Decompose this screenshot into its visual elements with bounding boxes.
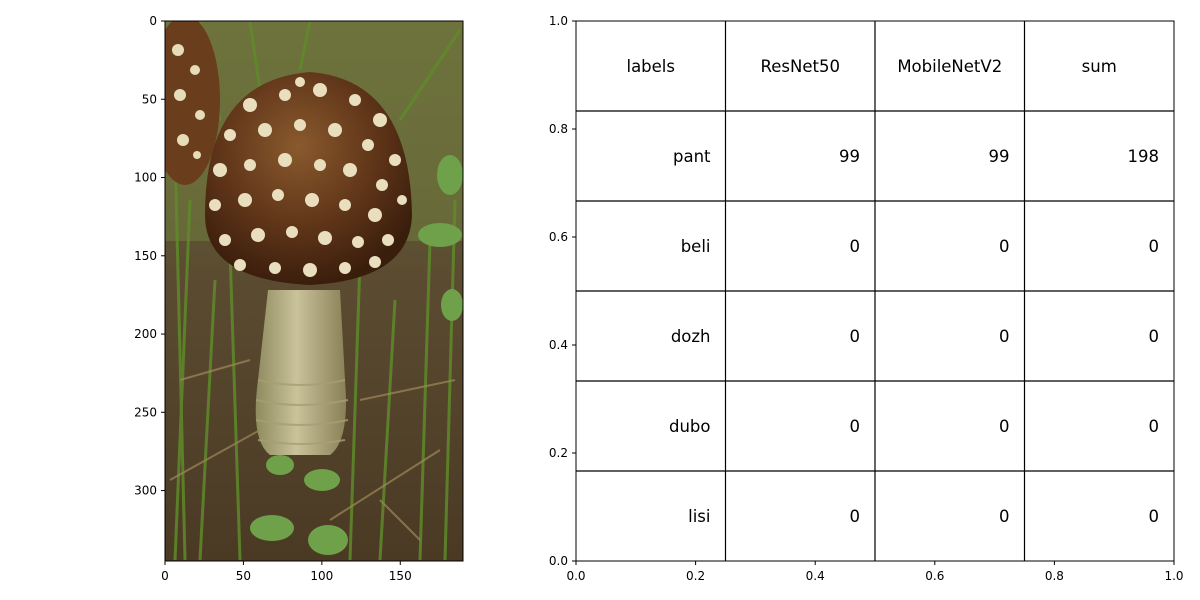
table-cell: 198 (1128, 147, 1160, 166)
table-cell: 0 (1149, 507, 1160, 526)
table-x-tick-label: 0.4 (806, 569, 825, 583)
table-y-tick-label: 0.2 (549, 446, 568, 460)
table-header-cell: labels (626, 57, 675, 76)
table-grid (576, 21, 1174, 561)
table-header-cell: ResNet50 (761, 57, 840, 76)
mushroom-photo (165, 21, 463, 561)
table-x-ticks: 0.0 0.2 0.4 0.6 0.8 1.0 (566, 561, 1184, 583)
table-x-tick-label: 0.2 (686, 569, 705, 583)
table-cell: 99 (989, 147, 1010, 166)
table-y-tick-label: 0.8 (549, 122, 568, 136)
table-cell: 0 (999, 507, 1010, 526)
table-row-label: beli (681, 237, 711, 256)
table-x-tick-label: 0.6 (925, 569, 944, 583)
image-axes-frame (164, 20, 464, 562)
image-y-tick-label: 100 (134, 171, 157, 185)
table-x-tick-label: 0.8 (1045, 569, 1064, 583)
table-header-cell: MobileNetV2 (897, 57, 1002, 76)
table-y-tick-label: 1.0 (549, 14, 568, 28)
image-x-ticks: 0 50 100 150 (161, 561, 412, 583)
table-cell: 99 (839, 147, 860, 166)
image-y-tick-label: 200 (134, 327, 157, 341)
table-y-tick-label: 0.0 (549, 554, 568, 568)
image-y-tick-label: 250 (134, 405, 157, 419)
table-cell: 0 (1149, 327, 1160, 346)
table-x-tick-label: 0.0 (566, 569, 585, 583)
image-x-tick-label: 0 (161, 569, 169, 583)
table-cell: 0 (850, 327, 861, 346)
table-y-tick-label: 0.6 (549, 230, 568, 244)
image-x-tick-label: 50 (236, 569, 251, 583)
image-x-tick-label: 100 (310, 569, 333, 583)
image-y-tick-label: 300 (134, 484, 157, 498)
table-row-label: pant (673, 147, 711, 166)
table-y-tick-label: 0.4 (549, 338, 568, 352)
image-x-tick-label: 150 (389, 569, 412, 583)
table-cell: 0 (850, 417, 861, 436)
table-row-label: lisi (688, 507, 710, 526)
table-cell: 0 (999, 417, 1010, 436)
table-row-label: dubo (669, 417, 711, 436)
image-y-tick-label: 150 (134, 249, 157, 263)
table-cell: 0 (850, 507, 861, 526)
table-cell: 0 (850, 237, 861, 256)
table-x-tick-label: 1.0 (1164, 569, 1183, 583)
table-axes: labels ResNet50 MobileNetV2 sum pant 99 99 198 b… (549, 14, 1184, 583)
table-cell: 0 (999, 237, 1010, 256)
table-cell: 0 (999, 327, 1010, 346)
image-y-tick-label: 50 (142, 92, 157, 106)
image-y-ticks: 0 50 100 150 200 250 300 (134, 14, 165, 498)
table-row-label: dozh (671, 327, 711, 346)
table-cell: 0 (1149, 417, 1160, 436)
image-y-tick-label: 0 (149, 14, 157, 28)
table-axes-frame (575, 20, 1175, 562)
table-cell: 0 (1149, 237, 1160, 256)
table-header-cell: sum (1082, 57, 1117, 76)
table-cells: labels ResNet50 MobileNetV2 sum pant 99 99 198 b… (626, 57, 1159, 526)
table-y-ticks: 0.0 0.2 0.4 0.6 0.8 1.0 (549, 14, 576, 568)
image-axes: 0 50 100 150 0 50 100 150 200 250 300 (134, 14, 464, 583)
